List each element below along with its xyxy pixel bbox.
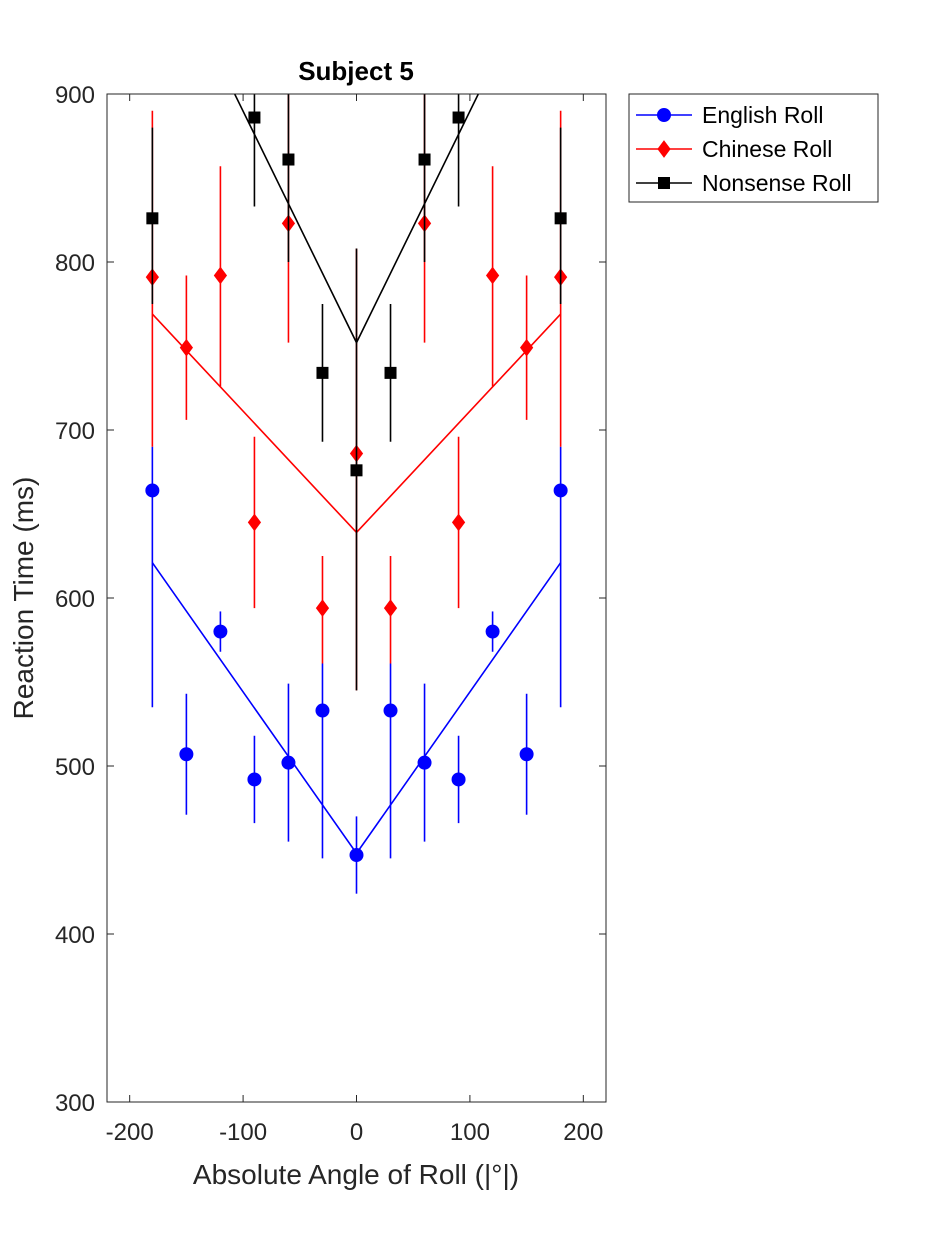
y-tick-label: 300 xyxy=(55,1090,95,1117)
legend-marker xyxy=(658,177,670,189)
legend-entry: Nonsense Roll xyxy=(636,170,852,196)
data-point xyxy=(384,366,397,379)
legend-label: Chinese Roll xyxy=(702,136,832,162)
data-point xyxy=(213,624,228,639)
data-point xyxy=(349,848,364,863)
data-point xyxy=(179,338,194,357)
y-tick-label: 800 xyxy=(55,250,95,277)
legend-entry: English Roll xyxy=(636,102,823,128)
x-tick-label: -200 xyxy=(106,1119,154,1146)
y-tick-label: 500 xyxy=(55,754,95,781)
data-point xyxy=(418,153,431,166)
legend-marker xyxy=(657,140,671,158)
y-tick-label: 700 xyxy=(55,418,95,445)
legend: English Roll Chinese Roll Nonsense Roll xyxy=(628,93,879,203)
data-point xyxy=(554,212,567,225)
data-point xyxy=(179,747,194,762)
data-point xyxy=(282,153,295,166)
data-point xyxy=(316,366,329,379)
chart-title: Subject 5 xyxy=(298,56,414,86)
data-point xyxy=(315,599,330,617)
legend-label: English Roll xyxy=(702,102,823,128)
legend-box xyxy=(628,93,879,203)
data-point xyxy=(145,483,160,498)
plot-frame xyxy=(106,93,607,1103)
data-point xyxy=(519,338,534,357)
x-tick-label: 200 xyxy=(563,1119,603,1146)
data-point xyxy=(248,111,261,124)
series-nonsense-roll xyxy=(146,94,567,691)
y-tick-label: 600 xyxy=(55,586,95,613)
fit-line xyxy=(233,94,480,345)
legend-entry: Chinese Roll xyxy=(636,136,832,162)
y-axis-label: Reaction Time (ms) xyxy=(8,477,39,720)
data-point xyxy=(383,599,398,617)
data-point xyxy=(315,703,330,718)
legend-marker xyxy=(657,108,671,122)
data-point xyxy=(452,111,465,124)
data-point xyxy=(383,703,398,718)
data-point xyxy=(451,772,466,787)
data-point xyxy=(350,464,363,477)
x-tick-label: -100 xyxy=(219,1119,267,1146)
x-axis-label: Absolute Angle of Roll (|°|) xyxy=(193,1159,519,1190)
y-tick-label: 400 xyxy=(55,922,95,949)
data-point xyxy=(417,755,432,770)
data-point xyxy=(553,483,568,498)
x-tick-label: 100 xyxy=(450,1119,490,1146)
y-tick-label: 900 xyxy=(55,82,95,109)
data-point xyxy=(281,755,296,770)
data-point xyxy=(485,624,500,639)
x-tick-label: 0 xyxy=(350,1119,363,1146)
data-point xyxy=(519,747,534,762)
data-point xyxy=(247,772,262,787)
legend-label: Nonsense Roll xyxy=(702,170,852,196)
data-point xyxy=(451,513,466,532)
series-english-roll xyxy=(145,446,568,894)
data-point xyxy=(146,212,159,225)
data-point xyxy=(247,513,262,532)
data-point xyxy=(485,266,500,285)
data-point xyxy=(213,266,228,285)
